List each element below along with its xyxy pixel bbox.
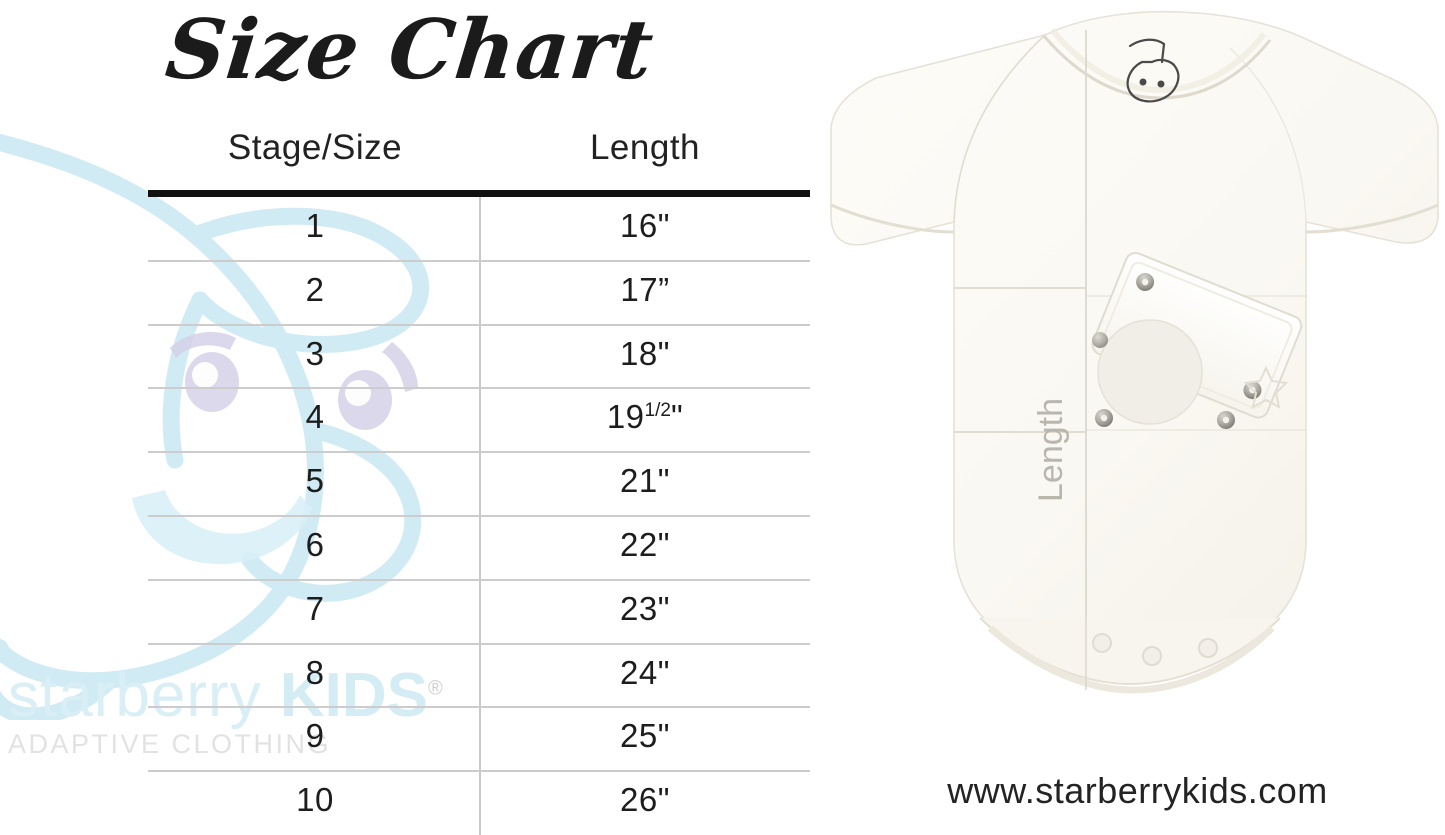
product-photo-bodysuit: Length — [830, 10, 1439, 694]
column-header-length: Length — [589, 128, 701, 167]
table-row-separator — [148, 578, 810, 581]
table-cell-stage: 9 — [305, 717, 325, 755]
table-row-separator — [148, 451, 810, 454]
table-cell-length: 23" — [620, 589, 670, 627]
table-cell-stage: 10 — [296, 781, 334, 819]
table-cell-stage: 2 — [305, 270, 325, 308]
table-cell-length: 22" — [620, 525, 670, 563]
table-cell-stage: 4 — [305, 398, 325, 436]
star-embroidery-icon — [1243, 365, 1289, 409]
length-fraction: 1/2 — [644, 400, 671, 422]
table-cell-length: 191/2" — [505, 398, 785, 436]
snap-button-icon-row — [1092, 332, 1235, 666]
table-row-separator — [148, 642, 810, 645]
access-opening — [1097, 319, 1203, 425]
table-cell-stage: 7 — [305, 589, 325, 627]
neck-logo-icon — [1126, 38, 1180, 103]
table-cell-length: 21" — [620, 462, 670, 500]
table-row-separator — [148, 515, 810, 517]
table-cell-stage: 8 — [305, 653, 325, 691]
table-cell-stage: 1 — [305, 206, 325, 244]
table-row-separator — [148, 259, 810, 262]
size-table: Stage/Size Length 1 16" 2 17” 3 18" 4 191/2" 5 21… — [0, 128, 820, 835]
table-row-separator — [148, 387, 810, 390]
column-header-stage-size: Stage/Size — [227, 128, 403, 167]
table-header-row: Stage/Size Length — [0, 128, 820, 174]
table-cell-length: 25" — [620, 717, 670, 755]
length-measure-label: Length — [1032, 398, 1070, 502]
table-cell-length: 17” — [620, 270, 670, 308]
table-cell-stage: 6 — [305, 525, 325, 563]
website-url[interactable]: www.starberrykids.com — [947, 770, 1328, 811]
table-row-separator — [148, 706, 810, 709]
length-unit: " — [670, 398, 684, 436]
table-row-separator — [148, 770, 810, 773]
table-cell-length: 18" — [620, 334, 670, 372]
table-cell-stage: 5 — [305, 462, 325, 500]
length-whole: 19 — [606, 398, 645, 436]
table-row-separator — [148, 323, 810, 326]
table-cell-stage: 3 — [305, 334, 325, 372]
table-cell-length: 26" — [620, 781, 670, 819]
table-cell-length: 24" — [620, 653, 670, 691]
table-cell-length: 16" — [620, 206, 670, 244]
table-top-rule — [148, 190, 810, 197]
